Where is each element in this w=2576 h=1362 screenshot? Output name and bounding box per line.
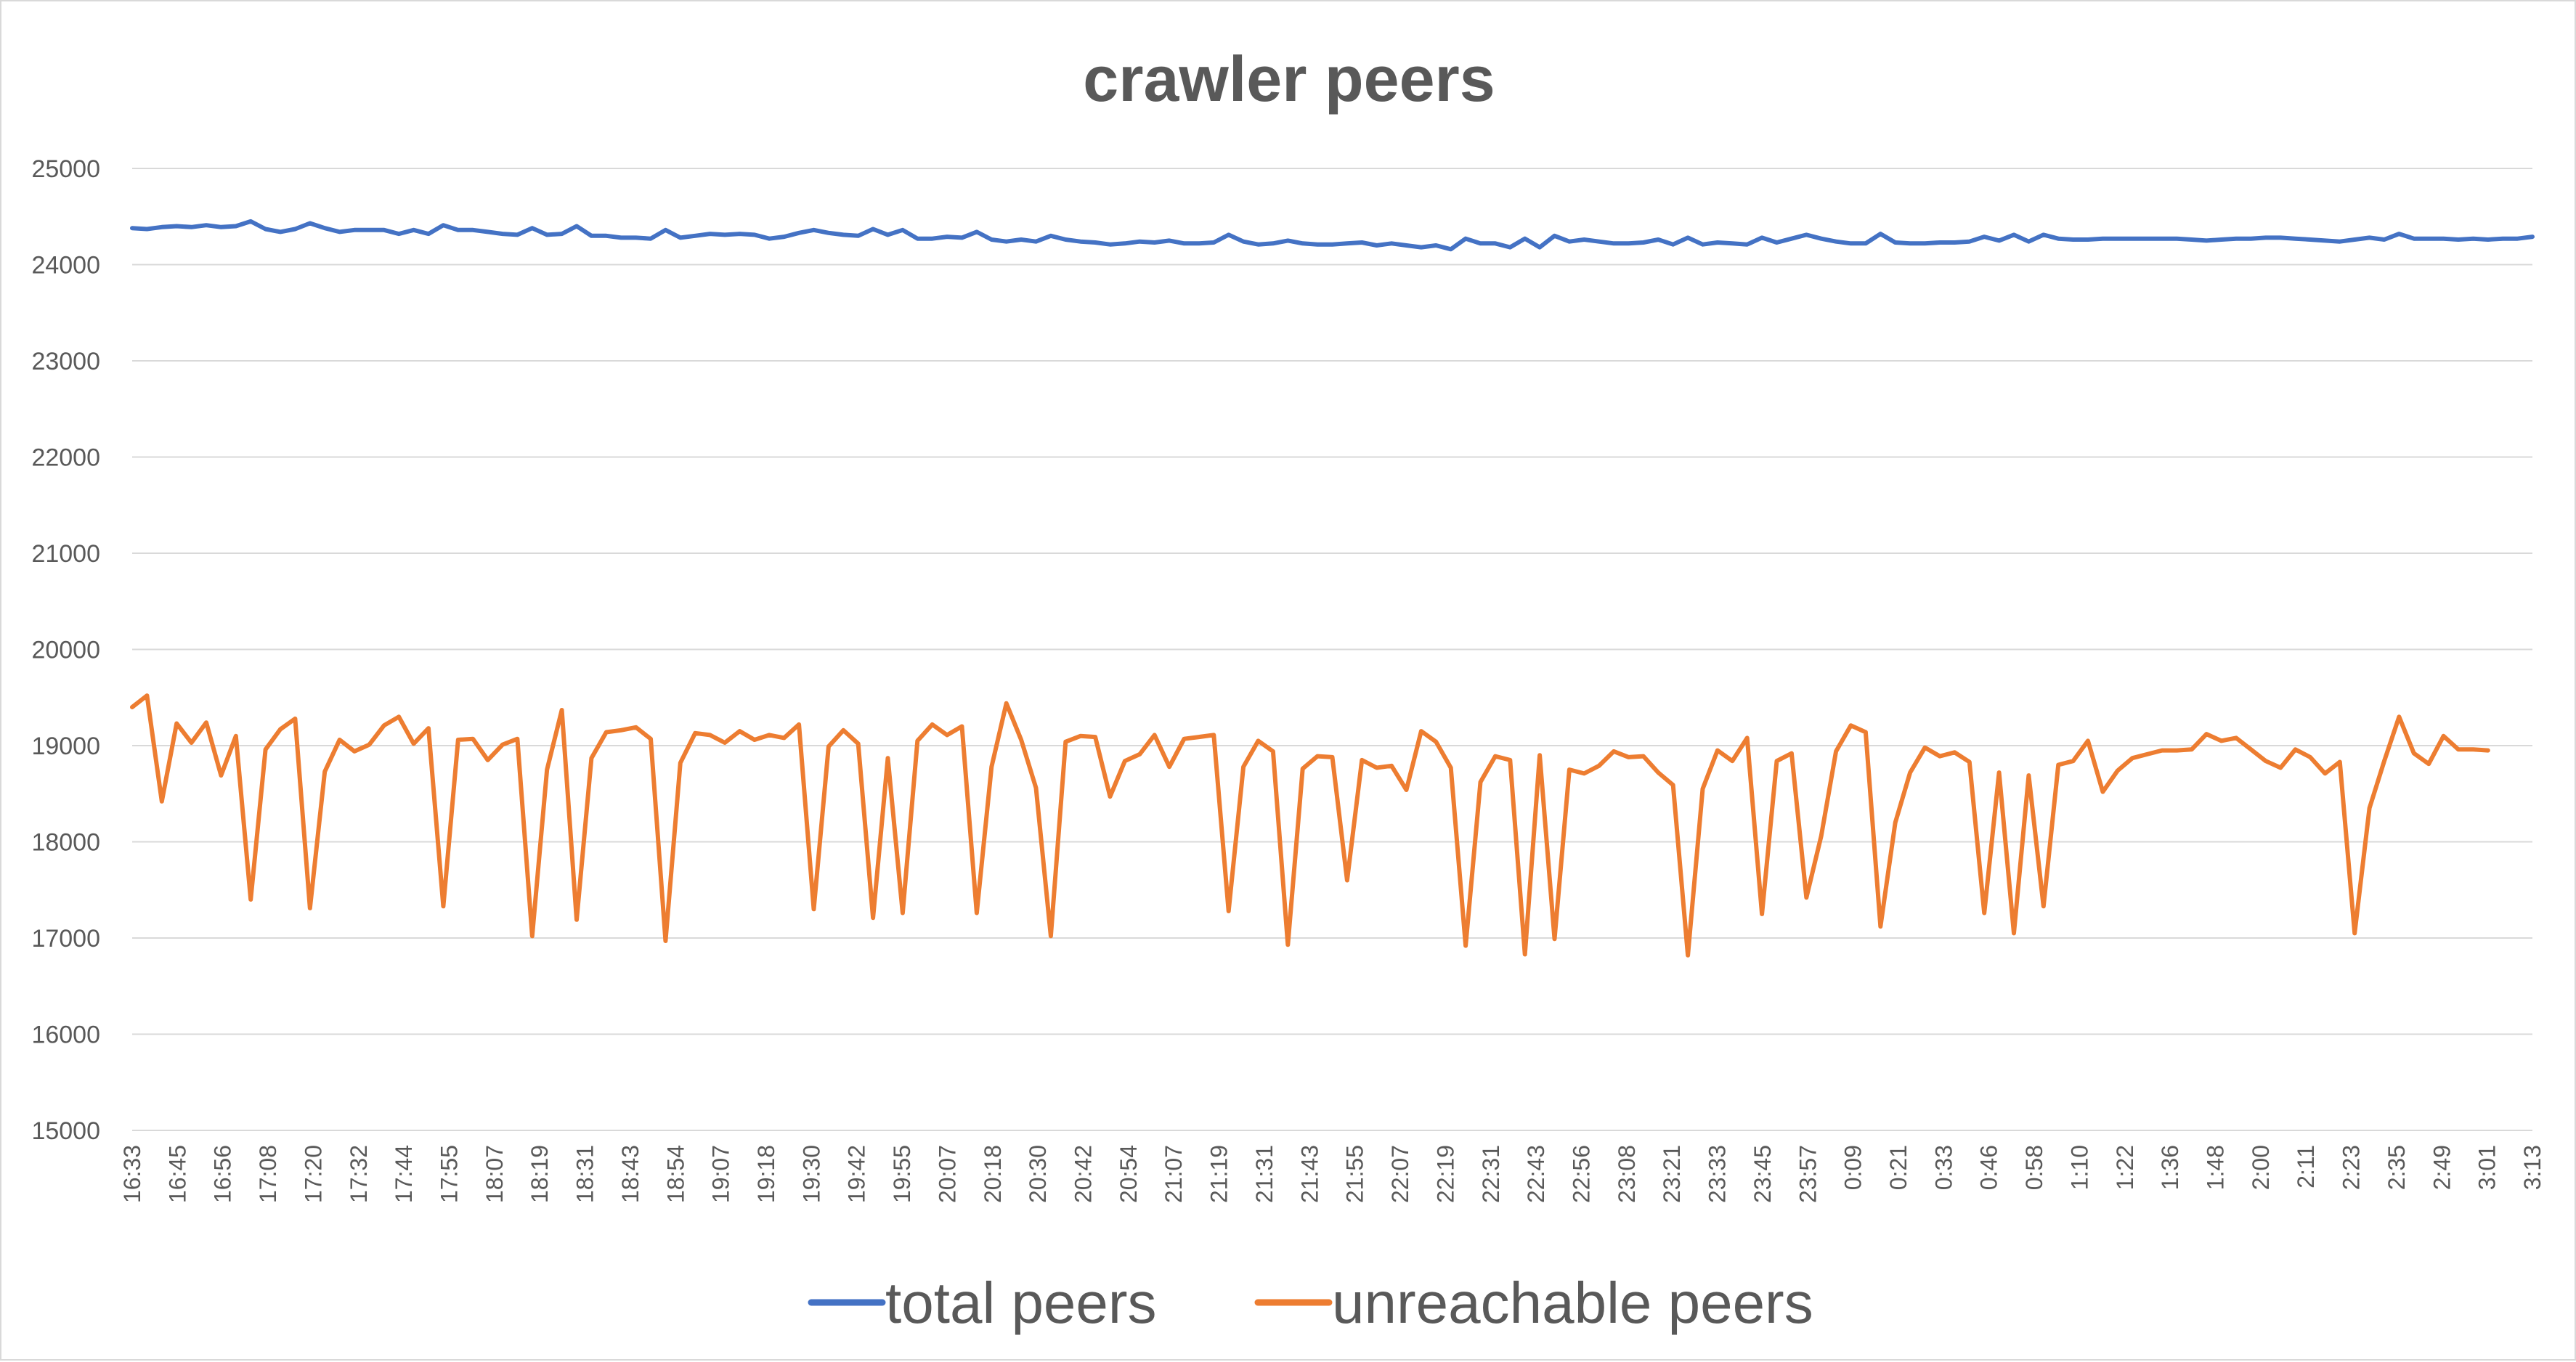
x-tick-label: 21:31 <box>1251 1145 1277 1203</box>
x-tick-label: 22:43 <box>1523 1145 1549 1203</box>
y-tick-label: 22000 <box>31 444 100 472</box>
x-tick-label: 23:45 <box>1750 1145 1776 1203</box>
x-tick-label: 1:48 <box>2203 1145 2229 1190</box>
legend-label: total peers <box>885 1271 1157 1335</box>
x-tick-label: 17:44 <box>391 1145 417 1203</box>
x-axis-ticks: 16:33 16:45 16:56 17:08 17:20 17:32 17:44 17:55… <box>119 1145 2545 1203</box>
x-tick-label: 23:57 <box>1795 1145 1821 1203</box>
x-tick-label: 17:08 <box>255 1145 281 1203</box>
x-tick-label: 0:09 <box>1840 1145 1866 1190</box>
x-tick-label: 2:23 <box>2339 1145 2365 1190</box>
x-tick-label: 21:43 <box>1296 1145 1322 1203</box>
x-tick-label: 20:42 <box>1070 1145 1097 1203</box>
x-tick-label: 1:22 <box>2112 1145 2138 1190</box>
y-tick-label: 15000 <box>31 1117 100 1145</box>
x-tick-label: 0:21 <box>1885 1145 1911 1190</box>
x-tick-label: 17:32 <box>346 1145 372 1203</box>
y-tick-label: 19000 <box>31 733 100 760</box>
x-tick-label: 22:56 <box>1569 1145 1595 1203</box>
x-tick-label: 19:30 <box>798 1145 824 1203</box>
x-tick-label: 0:46 <box>1976 1145 2002 1190</box>
y-tick-label: 16000 <box>31 1022 100 1049</box>
x-tick-label: 19:18 <box>753 1145 779 1203</box>
x-tick-label: 18:07 <box>482 1145 508 1203</box>
x-tick-label: 20:54 <box>1116 1145 1142 1203</box>
x-tick-label: 22:07 <box>1387 1145 1413 1203</box>
x-tick-label: 19:42 <box>844 1145 870 1203</box>
y-tick-label: 25000 <box>31 155 100 183</box>
legend-label: unreachable peers <box>1332 1271 1813 1335</box>
x-tick-label: 19:07 <box>708 1145 734 1203</box>
x-tick-label: 2:49 <box>2429 1145 2455 1190</box>
x-tick-label: 2:11 <box>2293 1145 2319 1188</box>
x-tick-label: 17:20 <box>300 1145 326 1203</box>
x-tick-label: 20:07 <box>935 1145 961 1203</box>
x-tick-label: 0:33 <box>1930 1145 1957 1190</box>
y-tick-label: 18000 <box>31 829 100 857</box>
y-tick-label: 23000 <box>31 348 100 375</box>
x-tick-label: 20:18 <box>980 1145 1006 1203</box>
x-tick-label: 3:13 <box>2519 1145 2545 1190</box>
x-tick-label: 18:54 <box>662 1145 688 1203</box>
x-tick-label: 21:07 <box>1161 1145 1187 1203</box>
x-tick-label: 17:55 <box>436 1145 463 1203</box>
x-tick-label: 1:36 <box>2157 1145 2183 1190</box>
x-tick-label: 1:10 <box>2066 1145 2092 1190</box>
x-tick-label: 2:35 <box>2384 1145 2410 1190</box>
x-tick-label: 23:21 <box>1659 1145 1685 1203</box>
series-lines <box>130 219 2535 958</box>
y-axis-ticks: 15000 16000 17000 18000 19000 20000 21000 22000… <box>31 155 100 1145</box>
y-tick-label: 21000 <box>31 540 100 568</box>
y-tick-label: 24000 <box>31 252 100 280</box>
x-tick-label: 18:43 <box>617 1145 643 1203</box>
x-tick-label: 2:00 <box>2248 1145 2274 1190</box>
x-tick-label: 16:33 <box>119 1145 145 1203</box>
x-tick-label: 16:45 <box>164 1145 190 1203</box>
series-line-total-peers <box>130 219 2535 252</box>
y-tick-label: 20000 <box>31 637 100 664</box>
series-line-unreachable-peers <box>130 693 2490 958</box>
x-tick-label: 23:33 <box>1705 1145 1731 1203</box>
x-tick-label: 21:19 <box>1206 1145 1232 1203</box>
x-tick-label: 22:19 <box>1432 1145 1458 1203</box>
x-tick-label: 18:19 <box>527 1145 553 1203</box>
chart-title: crawler peers <box>1083 43 1495 115</box>
x-tick-label: 23:08 <box>1614 1145 1640 1203</box>
x-tick-label: 18:31 <box>572 1145 598 1203</box>
x-tick-label: 22:31 <box>1478 1145 1504 1203</box>
x-tick-label: 20:30 <box>1025 1145 1051 1203</box>
x-tick-label: 21:55 <box>1342 1145 1368 1203</box>
y-tick-label: 17000 <box>31 925 100 953</box>
x-tick-label: 16:56 <box>210 1145 236 1203</box>
x-tick-label: 19:55 <box>889 1145 915 1203</box>
x-tick-label: 0:58 <box>2021 1145 2047 1190</box>
legend: total peers unreachable peers <box>808 1271 1813 1335</box>
gridlines <box>132 168 2532 1131</box>
x-tick-label: 3:01 <box>2474 1145 2500 1190</box>
